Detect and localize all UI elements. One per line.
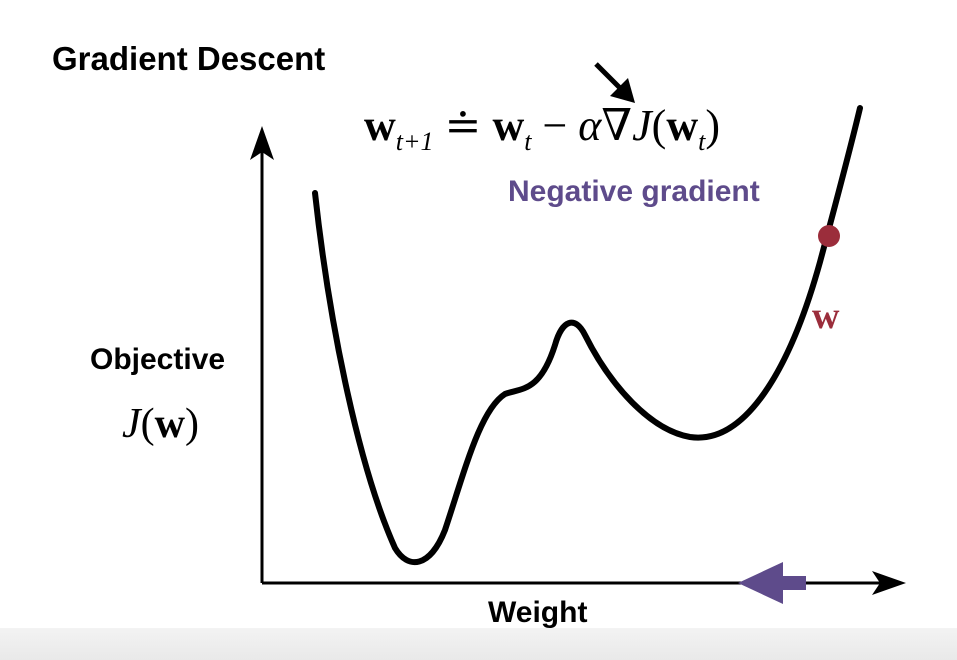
slide-title: Gradient Descent	[52, 40, 326, 77]
objective-curve	[312, 105, 863, 566]
formula-relation: ≐	[444, 101, 482, 150]
formula-close-paren: )	[705, 101, 720, 150]
arrow-down-right-icon	[594, 62, 635, 103]
y-axis-label: Objective	[90, 343, 226, 376]
x-axis-arrowhead-icon	[872, 571, 906, 595]
formula-open-paren: (	[651, 101, 667, 150]
current-point-marker	[818, 225, 840, 247]
negative-gradient-label: Negative gradient	[508, 175, 760, 208]
formula-minus: −	[542, 101, 568, 150]
formula-w-next: w	[364, 101, 396, 150]
formula-subscript-current: t	[524, 127, 532, 156]
formula-J: J	[632, 101, 652, 150]
y-axis-arrowhead-icon	[250, 126, 274, 160]
formula-subscript-inner: t	[698, 127, 706, 156]
arrow-left-icon	[738, 562, 806, 604]
video-bottom-bar	[0, 628, 957, 660]
x-axis-label: Weight	[488, 596, 588, 629]
formula-subscript-next: t+1	[395, 127, 434, 156]
point-label: w	[812, 295, 840, 337]
formula-alpha: α	[578, 101, 602, 150]
update-formula: wt+1 ≐ wt − α∇J(wt)	[364, 100, 720, 157]
formula-nabla: ∇	[601, 101, 633, 150]
formula-w-inner: w	[666, 101, 699, 150]
y-axis-symbol: J(w)	[122, 401, 199, 447]
formula-w-current: w	[492, 101, 525, 150]
